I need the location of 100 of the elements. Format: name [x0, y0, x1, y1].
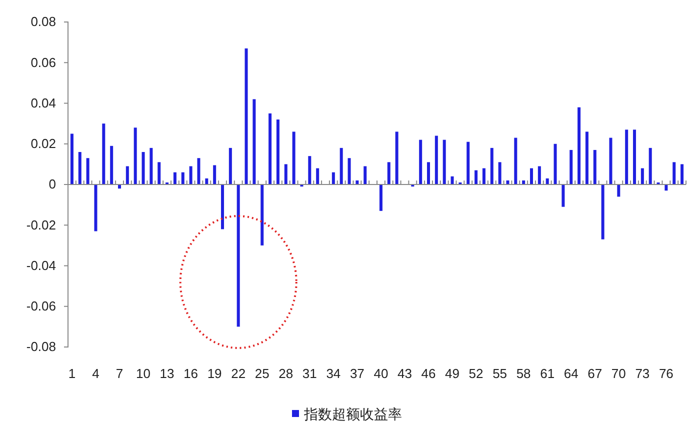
bar: [562, 184, 565, 207]
x-tick-label: 19: [207, 366, 222, 381]
y-tick-label: 0.04: [30, 95, 56, 110]
bar: [379, 184, 382, 211]
x-tick-label: 7: [116, 366, 124, 381]
bar: [554, 144, 557, 184]
bar: [427, 162, 430, 184]
bar: [340, 148, 343, 184]
x-tick-label: 28: [278, 366, 294, 381]
bar: [474, 170, 478, 184]
x-tick-label: 1: [68, 366, 76, 381]
x-tick-label: 4: [92, 366, 100, 381]
bar: [672, 162, 676, 184]
y-tick-label: -0.04: [26, 258, 56, 273]
x-tick-label: 61: [540, 366, 555, 381]
y-tick-label: -0.06: [26, 298, 56, 314]
bar: [498, 162, 502, 184]
legend-label: 指数超额收益率: [303, 406, 402, 422]
bar: [609, 138, 612, 184]
y-tick-label: 0.02: [30, 136, 56, 152]
x-tick-label: 16: [184, 366, 198, 381]
bar: [205, 178, 208, 184]
bar: [284, 164, 288, 184]
bar: [70, 134, 74, 184]
bar: [601, 184, 604, 240]
bar: [640, 168, 644, 184]
bar: [395, 132, 398, 184]
x-tick-label: 67: [588, 366, 602, 381]
y-tick-label: 0: [48, 176, 56, 192]
bar: [434, 136, 438, 184]
bar: [680, 164, 684, 184]
x-tick-label: 43: [397, 366, 412, 381]
bar: [126, 166, 129, 184]
bar: [466, 142, 470, 184]
bar: [213, 165, 216, 184]
x-tick-label: 52: [468, 366, 484, 381]
bar: [142, 152, 145, 184]
bar: [260, 184, 264, 246]
bar: [268, 113, 272, 184]
y-tick-label: 0.06: [30, 54, 56, 70]
bar: [110, 146, 114, 184]
bar: [593, 150, 596, 184]
bar: [625, 130, 628, 184]
bar: [419, 140, 422, 184]
bar: [570, 150, 573, 184]
bar: [364, 166, 367, 184]
bar: [252, 99, 256, 184]
bar: [617, 184, 620, 197]
bar: [546, 178, 549, 184]
y-tick-label: 0.08: [30, 14, 56, 30]
y-tick-label: -0.08: [26, 339, 56, 354]
bar: [316, 168, 320, 184]
bar: [633, 130, 636, 184]
bar: [244, 48, 248, 184]
x-tick-label: 34: [326, 366, 341, 381]
bar: [86, 158, 90, 184]
x-tick-label: 37: [350, 366, 364, 381]
bar: [292, 132, 296, 184]
x-tick-label: 76: [658, 366, 674, 381]
x-tick-label: 10: [136, 366, 151, 381]
bar: [102, 124, 106, 184]
bar: [276, 120, 280, 184]
bar: [158, 162, 161, 184]
x-tick-label: 73: [635, 366, 650, 381]
bar: [332, 172, 335, 184]
y-tick-label: -0.02: [26, 217, 56, 232]
bar: [538, 166, 541, 184]
x-tick-label: 49: [445, 366, 460, 381]
bar: [450, 176, 454, 184]
bar: [94, 184, 98, 232]
bar: [648, 148, 652, 184]
x-tick-label: 22: [231, 366, 246, 381]
bar: [78, 152, 82, 184]
bar: [514, 138, 518, 184]
bar: [530, 168, 533, 184]
bar: [189, 166, 192, 184]
bar: [150, 148, 153, 184]
bar: [308, 156, 312, 184]
bar: [236, 184, 240, 327]
x-tick-label: 70: [611, 366, 626, 381]
bar: [181, 172, 184, 184]
bar: [490, 148, 494, 184]
x-tick-label: 58: [516, 366, 531, 381]
x-tick-label: 40: [374, 366, 388, 381]
bar: [173, 172, 176, 184]
bar: [578, 107, 581, 184]
bar: [197, 158, 200, 184]
x-tick-label: 64: [564, 366, 578, 381]
bar: [664, 184, 668, 191]
bar: [442, 140, 446, 184]
bar: [228, 148, 232, 184]
x-tick-label: 25: [254, 366, 270, 381]
bar: [134, 128, 137, 184]
bar: [482, 168, 486, 184]
x-tick-label: 55: [492, 366, 508, 381]
x-tick-label: 13: [160, 366, 174, 381]
x-tick-label: 31: [302, 366, 317, 381]
bar: [221, 184, 224, 230]
bar: [585, 132, 588, 184]
x-tick-label: 46: [421, 366, 436, 381]
